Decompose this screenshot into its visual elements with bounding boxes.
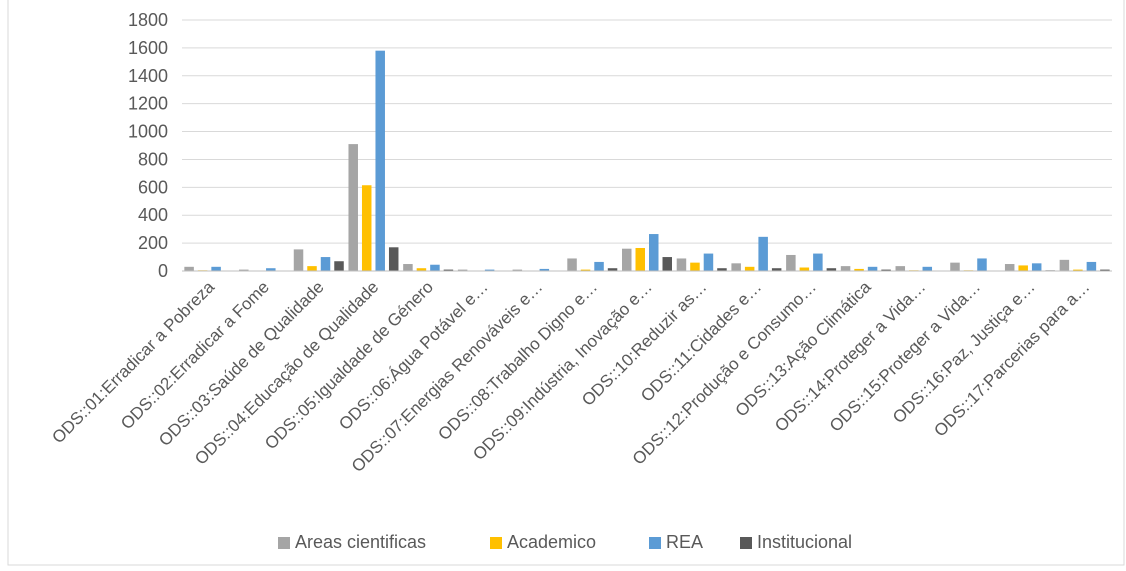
bar — [211, 267, 221, 271]
legend-label: Institucional — [757, 532, 852, 552]
bar — [1018, 265, 1028, 271]
y-tick-label: 1600 — [128, 38, 168, 58]
y-tick-label: 1000 — [128, 122, 168, 142]
bar — [923, 267, 933, 271]
bar — [649, 234, 659, 271]
y-tick-label: 600 — [138, 177, 168, 197]
bar — [375, 51, 385, 271]
legend-label: REA — [666, 532, 703, 552]
bar — [321, 257, 331, 271]
bar — [896, 266, 906, 271]
y-tick-label: 1400 — [128, 66, 168, 86]
bar — [1005, 264, 1015, 271]
bar — [977, 258, 987, 271]
bar — [622, 249, 632, 271]
bar — [430, 265, 440, 271]
bar — [690, 263, 700, 271]
y-tick-label: 1200 — [128, 94, 168, 114]
bar — [334, 261, 344, 271]
bar — [636, 248, 646, 271]
bar — [1060, 260, 1070, 271]
bar — [348, 144, 358, 271]
bar — [841, 266, 851, 271]
bar — [307, 266, 317, 271]
bar — [800, 268, 810, 271]
legend-swatch — [278, 537, 290, 549]
bar — [950, 263, 960, 271]
bar — [1087, 262, 1097, 271]
y-tick-label: 400 — [138, 205, 168, 225]
bar — [758, 237, 768, 271]
y-tick-label: 800 — [138, 149, 168, 169]
y-tick-label: 200 — [138, 233, 168, 253]
legend-item: Areas cientificas — [278, 532, 426, 552]
bar — [704, 254, 714, 271]
legend-label: Academico — [507, 532, 596, 552]
bar — [868, 267, 878, 271]
legend-swatch — [490, 537, 502, 549]
legend-label: Areas cientificas — [295, 532, 426, 552]
bar — [677, 258, 687, 271]
bar — [813, 254, 823, 271]
legend-swatch — [740, 537, 752, 549]
legend-swatch — [649, 537, 661, 549]
legend: Areas cientificas Academico REA Institucion… — [278, 532, 852, 552]
bar — [663, 257, 673, 271]
bar — [786, 255, 796, 271]
bar — [567, 258, 577, 271]
bar — [731, 263, 741, 271]
y-tick-label: 1800 — [128, 10, 168, 30]
bar — [745, 267, 755, 271]
legend-item: Institucional — [740, 532, 852, 552]
bar — [403, 264, 413, 271]
bar — [184, 267, 194, 271]
bar — [362, 185, 372, 271]
bar — [294, 249, 304, 271]
y-tick-label: 0 — [158, 261, 168, 281]
bar — [1032, 263, 1042, 271]
bar — [594, 262, 604, 271]
bar — [389, 247, 399, 271]
chart-frame — [8, 0, 1124, 565]
